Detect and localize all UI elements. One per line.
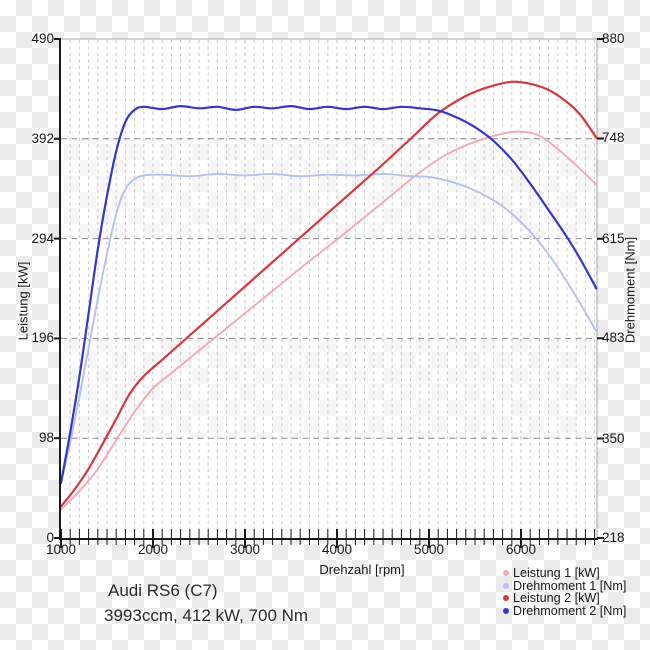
legend-marker-icon bbox=[503, 595, 509, 602]
caption-model: Audi RS6 (C7) bbox=[108, 581, 218, 600]
y-right-tick-label: 880 bbox=[602, 31, 625, 46]
series-line-2 bbox=[60, 172, 598, 484]
y-left-tick-label: 196 bbox=[31, 330, 54, 346]
y-right-tick-label: 748 bbox=[602, 130, 625, 146]
x-axis-title: Drehzahl [rpm] bbox=[319, 562, 405, 577]
legend: Leistung 1 [kW] Drehmoment 1 [Nm] Leistung… bbox=[503, 567, 626, 617]
y-right-tick-label: 350 bbox=[602, 430, 625, 446]
x-tick-label: 4000 bbox=[321, 542, 353, 557]
x-tick-label: 2000 bbox=[137, 542, 169, 557]
legend-label: Leistung 2 [kW] bbox=[513, 591, 600, 606]
y-left-tick-label: 0 bbox=[46, 530, 54, 545]
legend-item: Leistung 2 [kW] bbox=[503, 592, 626, 605]
caption: Audi RS6 (C7) 3993ccm, 412 kW, 700 Nm bbox=[104, 579, 308, 628]
series-line-4 bbox=[59, 104, 598, 485]
y-left-tick-label: 294 bbox=[31, 230, 54, 246]
legend-marker-icon bbox=[503, 608, 509, 615]
series-line-3 bbox=[59, 80, 598, 508]
y-right-tick-label: 483 bbox=[602, 330, 625, 346]
y-left-tick-label: 392 bbox=[31, 130, 54, 146]
x-tick-label: 5000 bbox=[413, 542, 445, 557]
caption-specs: 3993ccm, 412 kW, 700 Nm bbox=[104, 605, 309, 625]
x-tick-label: 6000 bbox=[505, 542, 537, 557]
y-left-tick-label: 98 bbox=[38, 430, 54, 446]
y-right-tick-label: 615 bbox=[602, 230, 625, 246]
legend-marker-icon bbox=[503, 570, 509, 577]
series-line-1 bbox=[60, 130, 598, 511]
y-right-tick-label: 218 bbox=[602, 530, 625, 545]
legend-label: Drehmoment 1 [Nm] bbox=[513, 578, 627, 593]
x-tick-label: 1000 bbox=[45, 542, 77, 557]
legend-marker-icon bbox=[503, 582, 509, 589]
y-axis-left-title: Leistung [kW] bbox=[15, 261, 31, 341]
legend-label: Drehmoment 2 [Nm] bbox=[513, 603, 627, 618]
legend-label: Leistung 1 [kW] bbox=[513, 566, 600, 580]
y-left-tick-label: 490 bbox=[31, 31, 54, 46]
y-axis-right-title: Drehmoment [Nm] bbox=[622, 236, 638, 344]
legend-item: Drehmoment 2 [Nm] bbox=[503, 605, 626, 618]
x-tick-label: 3000 bbox=[229, 542, 261, 557]
legend-item: Leistung 1 [kW] bbox=[503, 567, 626, 580]
legend-item: Drehmoment 1 [Nm] bbox=[503, 578, 627, 593]
